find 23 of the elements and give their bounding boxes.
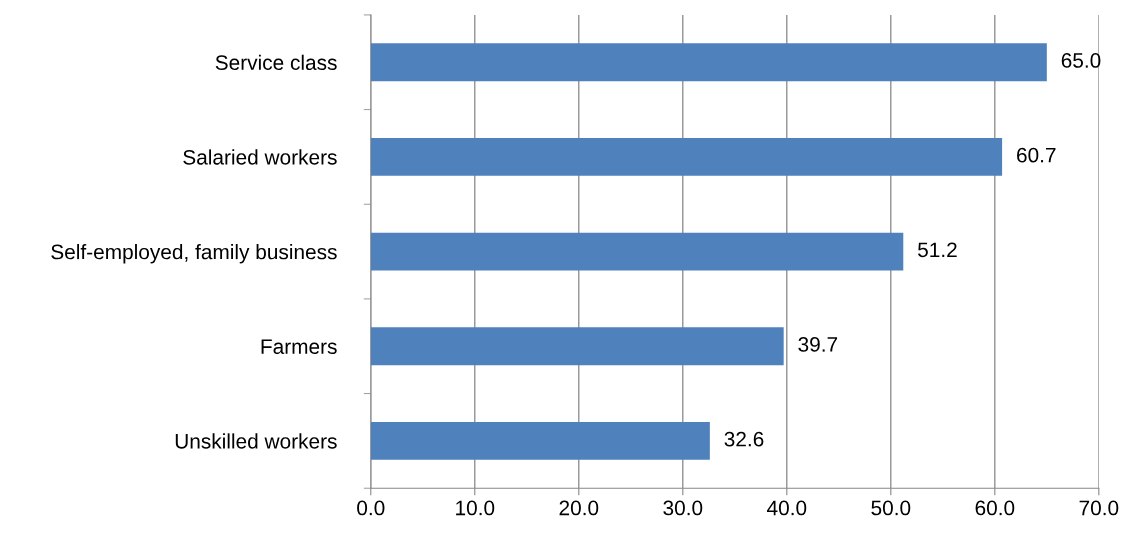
x-tick-label: 20.0	[559, 500, 599, 516]
bar	[370, 43, 1047, 82]
y-tick-label: Self-employed, family business	[51, 244, 337, 264]
x-tick-label: 60.0	[975, 500, 1015, 516]
data-label: 39.7	[798, 337, 838, 352]
x-tick-label: 30.0	[663, 500, 703, 516]
y-tick-label: Farmers	[261, 339, 337, 354]
x-tick-label: 40.0	[767, 500, 807, 516]
data-label: 51.2	[918, 242, 957, 258]
x-tick-label: 50.0	[871, 500, 911, 516]
bar	[370, 421, 710, 460]
bar	[370, 137, 1003, 176]
x-tick-label: 70.0	[1079, 500, 1119, 516]
x-tick-label: 10.0	[456, 500, 495, 516]
y-tick-label: Salaried workers	[183, 149, 337, 165]
bar	[370, 232, 904, 271]
data-label: 65.0	[1061, 53, 1101, 68]
data-label: 60.7	[1017, 147, 1056, 163]
x-tick-label: 0.0	[357, 500, 385, 516]
bar	[370, 327, 784, 366]
y-tick-label: Unskilled workers	[175, 433, 337, 449]
y-tick-label: Service class	[215, 54, 337, 71]
data-label: 32.6	[724, 431, 764, 447]
